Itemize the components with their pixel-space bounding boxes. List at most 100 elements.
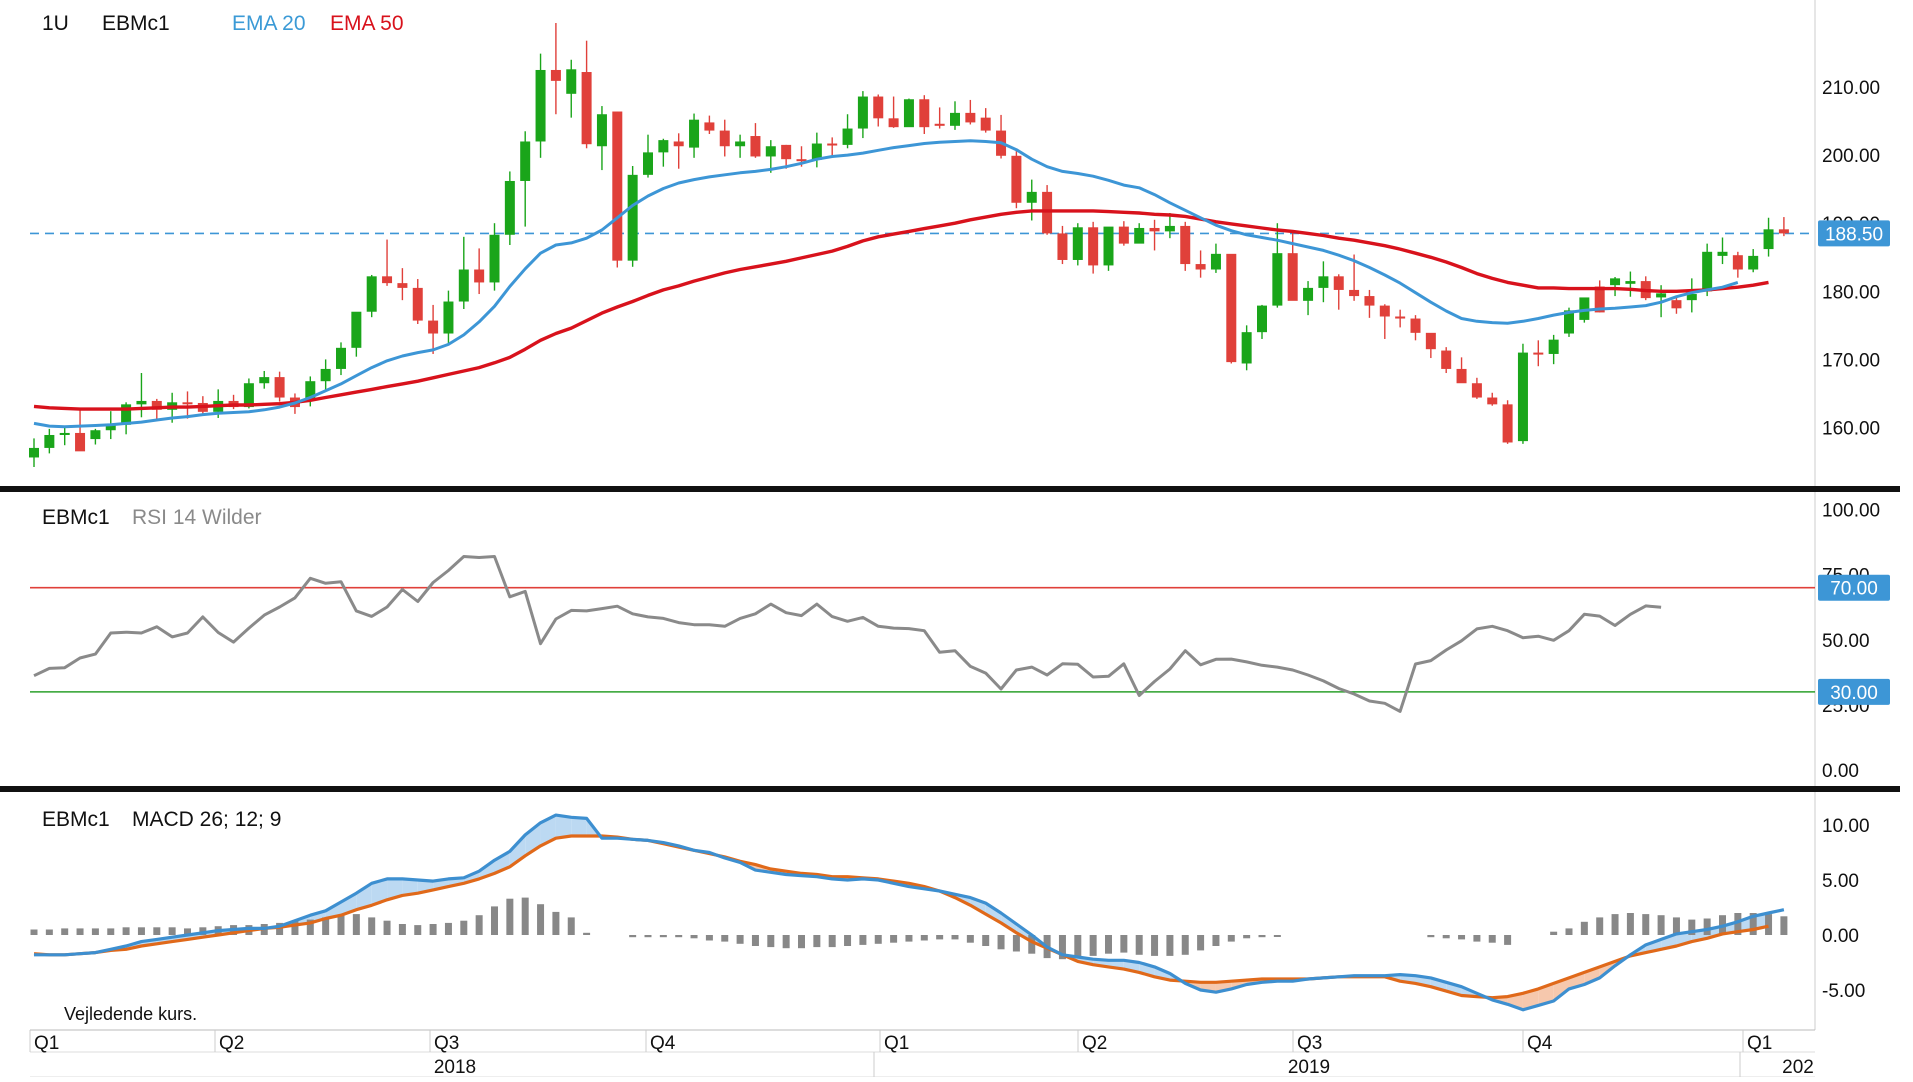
candle-up bbox=[596, 114, 607, 147]
candle-down bbox=[1671, 300, 1682, 309]
quarter-label: Q3 bbox=[434, 1033, 459, 1054]
candle-up bbox=[735, 141, 746, 147]
macd-signal-line bbox=[33, 834, 1769, 1000]
quarter-label: Q1 bbox=[884, 1033, 909, 1054]
candle-down bbox=[781, 144, 792, 160]
macd-histogram-bar bbox=[521, 897, 529, 935]
macd-histogram-bar bbox=[91, 928, 99, 935]
price-tick-label: 170.00 bbox=[1822, 350, 1880, 371]
macd-histogram-bar bbox=[982, 935, 990, 946]
rsi-tick-label: 100.00 bbox=[1822, 501, 1880, 522]
candle-down bbox=[612, 111, 623, 261]
candle-down bbox=[1287, 253, 1298, 301]
macd-histogram-bar bbox=[368, 917, 376, 935]
macd-histogram-bar bbox=[352, 914, 360, 935]
candle-up bbox=[1548, 339, 1559, 354]
macd-histogram-bar bbox=[1273, 935, 1281, 937]
macd-histogram-bar bbox=[1105, 935, 1112, 954]
macd-histogram-bar bbox=[859, 935, 867, 945]
candle-up bbox=[366, 276, 377, 312]
candle-up bbox=[136, 400, 147, 405]
candle-down bbox=[965, 112, 976, 123]
candle-up bbox=[121, 404, 132, 425]
candle-up bbox=[1610, 278, 1621, 286]
candle-down bbox=[1395, 316, 1406, 319]
rsi-line bbox=[33, 555, 1662, 713]
candle-up bbox=[903, 99, 914, 128]
candle-down bbox=[1425, 332, 1436, 350]
macd-histogram-bar bbox=[322, 917, 330, 935]
macd-histogram-bar bbox=[153, 927, 161, 935]
candle-down bbox=[1118, 226, 1129, 244]
macd-histogram-bar bbox=[1258, 935, 1266, 938]
macd-histogram-bar bbox=[675, 935, 683, 938]
macd-histogram-bar bbox=[107, 928, 115, 935]
macd-tick-label: 5.00 bbox=[1822, 871, 1859, 892]
candle-up bbox=[1717, 251, 1728, 256]
quarter-label: Q1 bbox=[1747, 1033, 1772, 1054]
macd-histogram-bar bbox=[122, 927, 130, 935]
macd-histogram-bar bbox=[429, 924, 437, 935]
candle-up bbox=[1564, 310, 1574, 334]
candle-down bbox=[1149, 227, 1160, 232]
candle-down bbox=[581, 72, 592, 145]
rsi-70-badge bbox=[1818, 574, 1890, 601]
candle-up bbox=[1763, 229, 1774, 250]
candle-down bbox=[1349, 289, 1360, 297]
candle-down bbox=[719, 130, 730, 147]
candle-down bbox=[1594, 286, 1605, 313]
macd-fill-above bbox=[571, 817, 587, 836]
candle-down bbox=[151, 400, 162, 410]
macd-histogram-bar bbox=[813, 935, 821, 948]
candle-up bbox=[1656, 293, 1667, 298]
macd-histogram-bar bbox=[767, 935, 775, 948]
candle-up bbox=[1517, 352, 1528, 442]
macd-histogram-bar bbox=[1626, 913, 1634, 935]
macd-fill-above bbox=[1737, 916, 1754, 932]
rsi-30-badge bbox=[1818, 678, 1890, 705]
macd-histogram-bar bbox=[414, 925, 422, 935]
candle-down bbox=[1088, 227, 1099, 266]
macd-fill-above bbox=[402, 878, 418, 896]
macd-histogram-bar bbox=[1596, 917, 1604, 935]
candle-up bbox=[458, 269, 469, 302]
quarter-label: Q4 bbox=[650, 1033, 676, 1054]
candle-down bbox=[919, 99, 930, 128]
macd-fill-above bbox=[509, 834, 526, 867]
macd-fill-above bbox=[985, 903, 1002, 923]
candle-up bbox=[1318, 276, 1329, 288]
macd-histogram-bar bbox=[1074, 935, 1082, 957]
candle-up bbox=[259, 377, 270, 384]
candle-down bbox=[428, 320, 439, 334]
macd-histogram-bar bbox=[782, 935, 790, 949]
macd-histogram-bar bbox=[1427, 935, 1435, 938]
candle-up bbox=[489, 234, 500, 283]
candle-down bbox=[750, 136, 761, 157]
macd-histogram-bar bbox=[1550, 931, 1558, 935]
macd-histogram-bar bbox=[444, 922, 452, 935]
candle-down bbox=[1778, 229, 1789, 234]
price-tick-label: 180.00 bbox=[1822, 282, 1880, 303]
rsi-title: RSI 14 Wilder bbox=[132, 506, 262, 529]
macd-tick-label: 10.00 bbox=[1822, 816, 1870, 837]
macd-histogram-bar bbox=[552, 911, 560, 935]
interval-label: 1U bbox=[42, 12, 69, 35]
candle-down bbox=[1487, 397, 1498, 405]
candle-up bbox=[1702, 251, 1713, 292]
macd-histogram-bar bbox=[1012, 935, 1020, 952]
macd-histogram-bar bbox=[276, 922, 284, 935]
candle-up bbox=[1686, 294, 1697, 301]
candle-up bbox=[1103, 226, 1114, 266]
last-price-label: 188.50 bbox=[1825, 224, 1883, 245]
macd-histogram-bar bbox=[491, 906, 498, 935]
ema20-legend: EMA 20 bbox=[232, 12, 306, 35]
candle-up bbox=[689, 119, 700, 148]
macd-histogram-bar bbox=[1611, 914, 1619, 935]
macd-histogram-bar bbox=[659, 935, 667, 938]
macd-histogram-bar bbox=[1243, 935, 1251, 939]
candle-up bbox=[1164, 225, 1175, 232]
candle-up bbox=[59, 432, 70, 435]
candle-down bbox=[1471, 383, 1482, 398]
candle-up bbox=[1257, 305, 1267, 333]
